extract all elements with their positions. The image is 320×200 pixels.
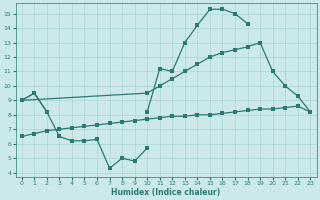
X-axis label: Humidex (Indice chaleur): Humidex (Indice chaleur)	[111, 188, 221, 197]
